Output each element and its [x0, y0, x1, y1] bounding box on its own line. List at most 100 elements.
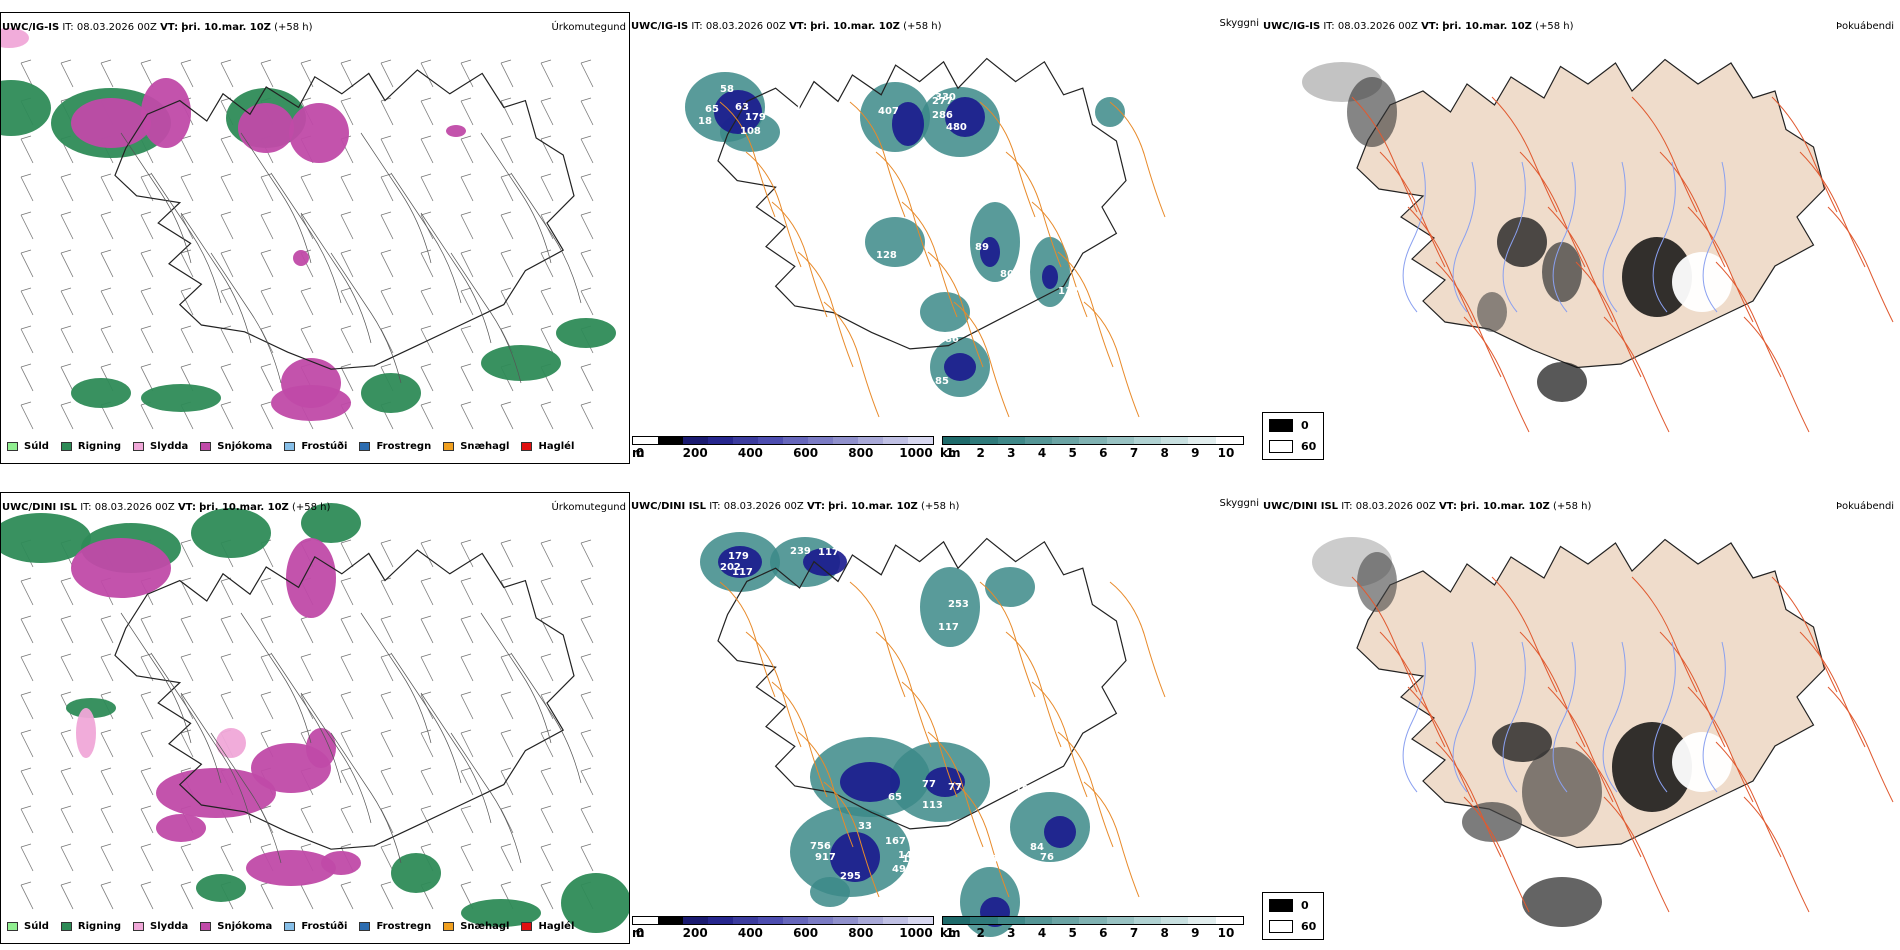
legend-swatch	[7, 442, 18, 451]
road	[300, 692, 372, 824]
road	[1771, 96, 1838, 213]
precip-map-row1	[1, 28, 616, 430]
wind-barb	[500, 542, 514, 568]
wind-barb-flag	[100, 653, 112, 658]
wind-barb-flag	[300, 653, 312, 658]
wind-barb	[380, 884, 394, 910]
wind-barb	[60, 290, 74, 316]
wind-barb	[500, 580, 514, 606]
wind-barb-flag	[60, 691, 72, 696]
precip-panel-row1: UWC/IG-IS IT: 08.03.2026 00Z VT: þri. 10…	[0, 12, 630, 464]
fog-legend-high: 60	[1301, 440, 1317, 453]
road	[901, 681, 958, 798]
road	[270, 172, 342, 304]
model-name: UWC/DINI ISL	[631, 501, 707, 512]
road	[1057, 731, 1114, 848]
wind-barb-flag	[60, 881, 72, 886]
it-label: IT:	[709, 501, 721, 512]
colorbar-swatch	[683, 437, 708, 444]
legend-swatch	[443, 442, 455, 451]
cloud-base-label: 117	[818, 547, 839, 558]
colorbar-swatch	[1215, 437, 1243, 444]
visibility-colorbar-row2: 1 2 3 4 5 6 7 8 9 10 km	[940, 916, 1244, 940]
wind-barb	[580, 542, 594, 568]
wind-barb	[460, 252, 474, 278]
fog-panel-row2: UWC/DINI ISL IT: 08.03.2026 00Z VT: þri.…	[1262, 492, 1900, 944]
road	[1519, 151, 1586, 268]
colorbar-swatch	[733, 437, 758, 444]
wind-barb-flag	[340, 539, 352, 544]
colorbar-swatch	[908, 437, 933, 444]
wind-barb	[260, 366, 274, 392]
fog-map-row1	[1302, 58, 1894, 433]
wind-barb-flag	[180, 211, 192, 216]
cloud-base-unit: m	[632, 926, 645, 940]
model-name: UWC/DINI ISL	[1263, 501, 1339, 512]
fog-shading	[1522, 747, 1602, 837]
wind-barb-flag	[540, 653, 552, 658]
wind-barb-flag	[20, 843, 32, 848]
road	[927, 731, 984, 848]
wind-barb	[140, 176, 154, 202]
wind-barb	[100, 214, 114, 240]
visibility-colorbar-row1: 1 2 3 4 5 6 7 8 9 10 km	[940, 436, 1244, 460]
model-name: UWC/IG-IS	[631, 21, 689, 32]
wind-barb	[300, 176, 314, 202]
road	[901, 201, 958, 318]
cloud-base-unit: m	[632, 446, 645, 460]
wind-barb-flag	[140, 653, 152, 658]
colorbar-tick-label: 2	[976, 446, 985, 460]
wind-barb-flag	[580, 539, 592, 544]
fog-legend-row1: 0 60	[1262, 412, 1324, 460]
wind-barb	[260, 404, 274, 430]
colorbar-tick-label: 0	[635, 926, 645, 940]
road	[1575, 741, 1642, 858]
wind-barb	[340, 694, 354, 720]
wind-barb-flag	[540, 539, 552, 544]
wind-barb-flag	[420, 173, 432, 178]
wind-barb	[540, 62, 554, 88]
wind-barb-flag	[220, 691, 232, 696]
road	[510, 172, 582, 304]
precip-area	[271, 385, 351, 421]
road	[270, 652, 342, 784]
wind-barb-flag	[540, 173, 552, 178]
wind-barb-flag	[500, 135, 512, 140]
wind-barb	[420, 176, 434, 202]
wind-barb-flag	[460, 97, 472, 102]
low-cloud-area	[980, 237, 1000, 267]
panel-title-fog-row2: UWC/DINI ISL IT: 08.03.2026 00Z VT: þri.…	[1263, 501, 1591, 512]
wind-barb	[380, 618, 394, 644]
wind-barb	[300, 656, 314, 682]
wind-barb	[140, 62, 154, 88]
wind-barb	[500, 732, 514, 758]
wind-barb	[460, 580, 474, 606]
wind-barb	[540, 846, 554, 872]
vt-label: VT:	[789, 21, 808, 32]
wind-barb	[60, 214, 74, 240]
coastline	[114, 549, 575, 850]
colorbar-swatch	[883, 917, 908, 924]
wind-barb-flag	[540, 881, 552, 886]
wind-barb	[420, 732, 434, 758]
fog-legend-low: 0	[1301, 899, 1309, 912]
fog-shading	[1612, 722, 1692, 812]
wind-barb	[100, 328, 114, 354]
wind-barb-flag	[540, 135, 552, 140]
colorbar-swatch	[633, 917, 658, 924]
wind-barb-flag	[20, 577, 32, 582]
wind-barb	[540, 656, 554, 682]
wind-barb-flag	[460, 615, 472, 620]
colorbar-swatch	[708, 437, 733, 444]
road	[510, 652, 582, 784]
precip-area	[391, 853, 441, 893]
wind-barb-flag	[580, 729, 592, 734]
wind-barb-flag	[340, 805, 352, 810]
colorbar-swatch	[1188, 917, 1216, 924]
wind-barb	[580, 808, 594, 834]
road	[240, 132, 312, 264]
road	[1005, 151, 1062, 268]
wind-barb	[540, 580, 554, 606]
wind-barb-flag	[260, 325, 272, 330]
wind-barb	[20, 846, 34, 872]
